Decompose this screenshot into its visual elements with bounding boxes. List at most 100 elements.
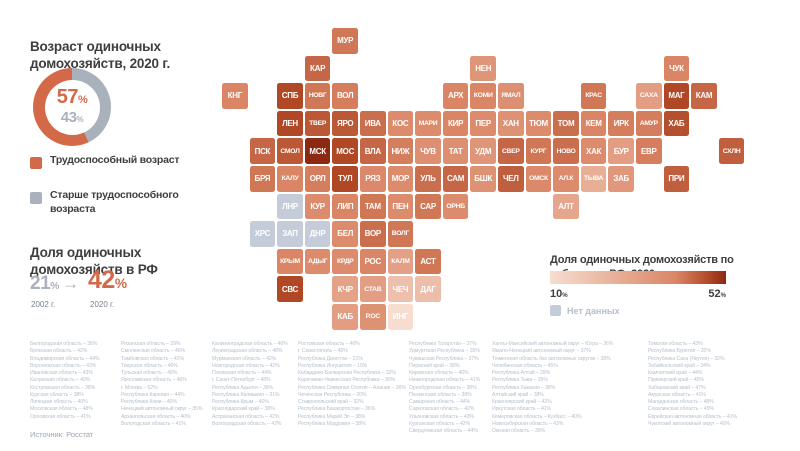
map-tile-МАГ[interactable]: МАГ [663,83,690,109]
map-tile-РОС[interactable]: РОС [360,248,386,275]
map-tile-КУРГ[interactable]: КУРГ [525,138,552,164]
map-tile-СХЛН[interactable]: СХЛН [718,138,745,164]
map-tile-МУР[interactable]: МУР [332,28,358,54]
map-tile-ЧЕЧ[interactable]: ЧЕЧ [387,276,414,302]
map-tile-СПБ[interactable]: СПБ [277,83,303,109]
map-tile-ЯМАЛ[interactable]: ЯМАЛ [498,83,524,109]
map-tile-БЕЛ[interactable]: БЕЛ [332,221,358,247]
map-tile-ТЮМ[interactable]: ТЮМ [525,110,552,137]
map-tile-label: ТВЕР [309,120,327,128]
region-list-item: Ярославская область – 46% [121,377,187,384]
map-tile-МСК[interactable]: МСК [304,138,331,164]
map-tile-ТВЕР[interactable]: ТВЕР [304,110,331,137]
map-tile-САХА[interactable]: САХА [636,83,662,109]
map-tile-label: АЛТ [558,201,574,211]
donut-working-value: 57% [56,85,88,108]
map-tile-ХАК[interactable]: ХАК [580,138,607,164]
map-tile-label: НЕН [475,63,492,73]
map-tile-МОР[interactable]: МОР [387,166,414,192]
map-tile-СМОЛ[interactable]: СМОЛ [277,138,303,164]
map-tile-ТАТ[interactable]: ТАТ [442,138,469,164]
map-tile-УДМ[interactable]: УДМ [470,138,496,164]
map-tile-НЕН[interactable]: НЕН [470,55,496,82]
map-tile-КАЛУ[interactable]: КАЛУ [277,166,303,192]
map-tile-ХАБ[interactable]: ХАБ [663,110,690,137]
region-list-item: Республика Алтай – 29% [492,370,551,376]
map-tile-РЯЗ[interactable]: РЯЗ [360,166,386,192]
source-note: Источник: Росстат [30,430,94,439]
map-tile-ПЕР[interactable]: ПЕР [470,110,496,137]
map-tile-ОМСК[interactable]: ОМСК [525,166,552,192]
map-tile-ХАН[interactable]: ХАН [498,110,524,137]
region-list-column: Рязанская область – 39% Смоленская област… [121,341,202,428]
map-tile-Р.ОС[interactable]: Р.ОС [360,304,386,330]
map-tile-ЧЕЛ[interactable]: ЧЕЛ [498,166,524,192]
map-tile-КАЛМ[interactable]: КАЛМ [387,248,414,275]
map-tile-ТЫВА[interactable]: ТЫВА [580,166,607,192]
map-tile-ИВА[interactable]: ИВА [360,110,386,137]
map-tile-ТУЛ[interactable]: ТУЛ [332,166,358,192]
map-tile-ЛИП[interactable]: ЛИП [332,193,358,220]
map-tile-ОРНБ[interactable]: ОРНБ [442,193,469,220]
map-tile-ПСК[interactable]: ПСК [249,138,276,164]
map-tile-КАБ[interactable]: КАБ [332,304,358,330]
map-tile-ЧУК[interactable]: ЧУК [663,55,690,82]
map-tile-ЧУВ[interactable]: ЧУВ [415,138,441,164]
map-tile-ВОЛ[interactable]: ВОЛ [332,83,358,109]
map-tile-ОРЛ[interactable]: ОРЛ [304,166,331,192]
map-tile-МАРИ[interactable]: МАРИ [415,110,441,137]
map-tile-КРАС[interactable]: КРАС [580,83,607,109]
map-tile-ЗАБ[interactable]: ЗАБ [608,166,634,192]
map-tile-ЛЕН[interactable]: ЛЕН [277,110,303,137]
map-tile-КЕМ[interactable]: КЕМ [580,110,607,137]
map-tile-АЛ.К[interactable]: АЛ.К [553,166,579,192]
map-tile-ТОМ[interactable]: ТОМ [553,110,579,137]
map-tile-САР[interactable]: САР [415,193,441,220]
map-tile-ИРК[interactable]: ИРК [608,110,634,137]
map-tile-БРЯ[interactable]: БРЯ [249,166,276,192]
map-tile-ЯРО[interactable]: ЯРО [332,110,358,137]
map-tile-НИЖ[interactable]: НИЖ [387,138,414,164]
map-tile-АЛТ[interactable]: АЛТ [553,193,579,220]
map-tile-НОВГ[interactable]: НОВГ [304,83,331,109]
map-tile-ДНР[interactable]: ДНР [304,221,331,247]
map-tile-ТАМ[interactable]: ТАМ [360,193,386,220]
map-tile-КОМИ[interactable]: КОМИ [470,83,496,109]
map-tile-СТАВ[interactable]: СТАВ [360,276,386,302]
map-tile-ИНГ[interactable]: ИНГ [387,304,414,330]
map-tile-ВОЛГ[interactable]: ВОЛГ [387,221,414,247]
map-tile-БШК[interactable]: БШК [470,166,496,192]
map-tile-ВОР[interactable]: ВОР [360,221,386,247]
map-tile-ПЕН[interactable]: ПЕН [387,193,414,220]
map-tile-КИР[interactable]: КИР [442,110,469,137]
map-tile-АДЫГ[interactable]: АДЫГ [304,248,331,275]
map-tile-АРХ[interactable]: АРХ [442,83,469,109]
map-tile-СВС[interactable]: СВС [277,276,303,302]
map-tile-УЛЬ[interactable]: УЛЬ [415,166,441,192]
map-tile-ХРС[interactable]: ХРС [249,221,276,247]
map-tile-ВЛА[interactable]: ВЛА [360,138,386,164]
map-tile-label: МОС [336,146,355,156]
map-tile-САМ[interactable]: САМ [442,166,469,192]
map-tile-КЧР[interactable]: КЧР [332,276,358,302]
map-tile-label: ИРК [613,119,629,129]
map-tile-ЛНР[interactable]: ЛНР [277,193,303,220]
map-tile-ПРИ[interactable]: ПРИ [663,166,690,192]
map-tile-СВЕР[interactable]: СВЕР [498,138,524,164]
map-tile-КОС[interactable]: КОС [387,110,414,137]
map-tile-ЗАП[interactable]: ЗАП [277,221,303,247]
map-tile-КНГ[interactable]: КНГ [222,83,248,109]
map-tile-КРЫМ[interactable]: КРЫМ [277,248,303,275]
map-tile-АМУР[interactable]: АМУР [636,110,662,137]
map-tile-ЕВР[interactable]: ЕВР [636,138,662,164]
map-tile-АСТ[interactable]: АСТ [415,248,441,275]
map-tile-КУР[interactable]: КУР [304,193,331,220]
map-tile-МОС[interactable]: МОС [332,138,358,164]
map-tile-БУР[interactable]: БУР [608,138,634,164]
map-tile-КАР[interactable]: КАР [304,55,331,82]
map-tile-label: ЗАБ [613,174,629,184]
map-tile-ДАГ[interactable]: ДАГ [415,276,441,302]
map-tile-НОВО[interactable]: НОВО [553,138,579,164]
map-tile-КРДР[interactable]: КРДР [332,248,358,275]
map-tile-КАМ[interactable]: КАМ [691,83,717,109]
